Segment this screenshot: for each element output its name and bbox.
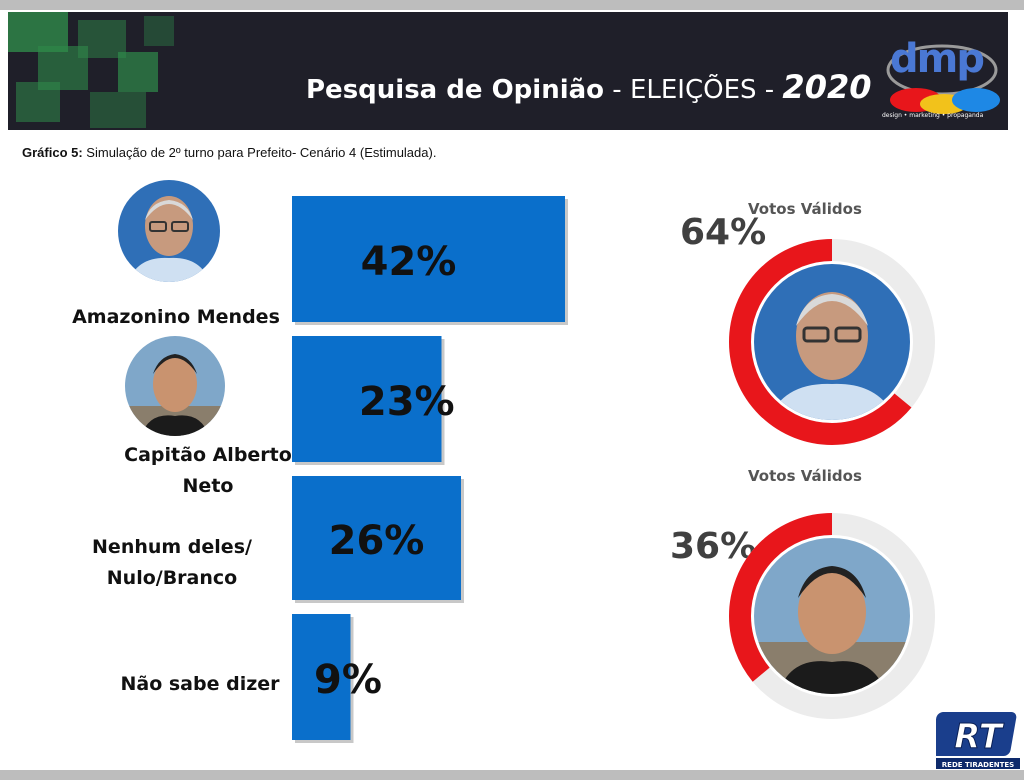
label-nenhum-line2: Nulo/Branco xyxy=(106,567,238,589)
donut-value-amazonino: 64% xyxy=(680,212,767,253)
label-nao-sabe: Não sabe dizer xyxy=(120,673,280,695)
chart-title: Gráfico 5: Simulação de 2º turno para Pr… xyxy=(22,145,436,160)
top-frame-bar xyxy=(0,0,1024,10)
decor-square xyxy=(78,20,126,58)
donut-avatar-amazonino xyxy=(754,264,910,420)
donut-title-alberto: Votos Válidos xyxy=(748,467,862,485)
avatar-amazonino-art xyxy=(118,180,220,282)
header-title: Pesquisa de Opinião - ELEIÇÕES - 2020 xyxy=(306,68,871,106)
rt-logo-art: RT REDE TIRADENTES xyxy=(930,712,1020,769)
donut-title-amazonino: Votos Válidos xyxy=(748,200,862,218)
bar-value-label: 26% xyxy=(329,518,425,564)
decor-square xyxy=(16,82,60,122)
avatar-amazonino xyxy=(118,180,220,282)
bottom-frame-bar xyxy=(0,770,1024,780)
donut-value-slice xyxy=(729,239,935,445)
header-title-year: 2020 xyxy=(782,68,872,106)
bar-0 xyxy=(292,196,565,322)
label-amazonino: Amazonino Mendes xyxy=(72,306,280,328)
donut-avatar-alberto xyxy=(754,538,910,694)
bar-3 xyxy=(292,614,351,740)
bar-value-label: 9% xyxy=(314,657,382,703)
rt-logo-subtext: REDE TIRADENTES xyxy=(942,761,1014,769)
decor-square xyxy=(144,16,174,46)
decor-square xyxy=(118,52,158,92)
dmp-logo: dmp design • marketing • propaganda xyxy=(880,34,1002,128)
donut-avatar-alberto-art xyxy=(754,538,910,694)
dmp-logo-text: dmp xyxy=(890,36,985,82)
donut-value-slice xyxy=(729,513,935,719)
decor-square xyxy=(90,92,146,128)
rt-logo-text: RT xyxy=(954,717,1005,757)
label-alberto-line1: Capitão Alberto xyxy=(124,444,292,466)
label-alberto-line2: Neto xyxy=(182,475,234,497)
decor-square xyxy=(8,12,68,52)
header-banner: Pesquisa de Opinião - ELEIÇÕES - 2020 dm… xyxy=(8,12,1008,130)
bar-chart: 42% 23% 26% 9% xyxy=(292,196,568,743)
header-title-main: Pesquisa de Opinião xyxy=(306,75,605,105)
donut-chart-alberto xyxy=(729,513,935,719)
header-title-sep: - ELEIÇÕES - xyxy=(604,75,783,105)
bar-1 xyxy=(292,336,442,462)
rede-tiradentes-logo: RT REDE TIRADENTES xyxy=(930,708,1020,770)
chart-title-text: Simulação de 2º turno para Prefeito- Cen… xyxy=(82,145,437,160)
donut-chart-amazonino xyxy=(729,239,935,445)
chart-title-prefix: Gráfico 5: xyxy=(22,145,83,160)
donut-avatar-amazonino-art xyxy=(754,264,910,420)
bar-value-label: 23% xyxy=(359,379,455,425)
dmp-logo-subtext: design • marketing • propaganda xyxy=(882,112,984,119)
donut-value-alberto: 36% xyxy=(670,526,757,567)
label-nenhum-line1: Nenhum deles/ xyxy=(92,536,252,558)
dmp-logo-shapes xyxy=(886,44,1000,114)
bar-2 xyxy=(292,476,461,600)
bar-value-label: 42% xyxy=(361,239,457,285)
